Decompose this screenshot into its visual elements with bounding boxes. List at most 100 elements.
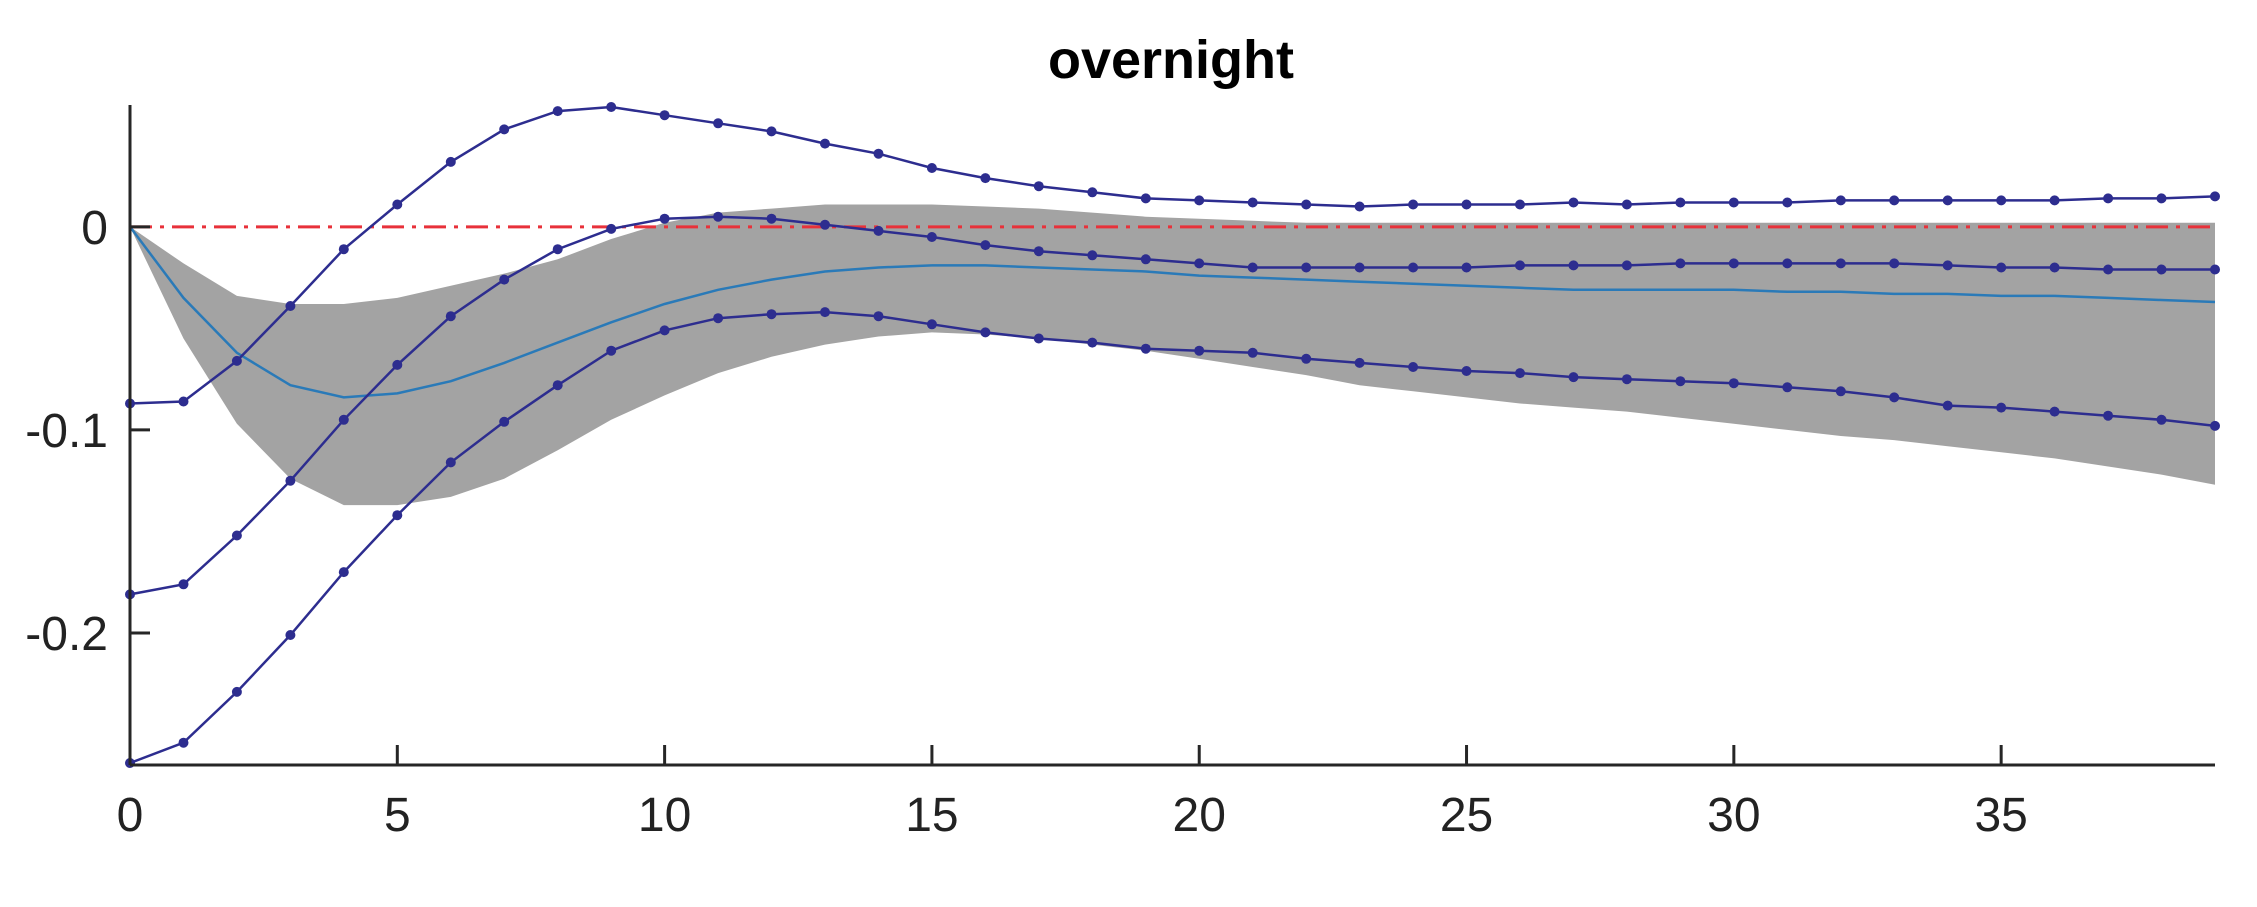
series-2-point xyxy=(1408,262,1419,273)
series-1-point xyxy=(231,355,242,366)
series-3-line xyxy=(129,310,2216,765)
series-2-point xyxy=(285,475,296,486)
y-tick-label: -0.2 xyxy=(25,608,108,661)
series-1-point xyxy=(1782,197,1793,208)
series-1-point xyxy=(1675,197,1686,208)
series-2-point xyxy=(1835,258,1846,269)
series-3-point xyxy=(552,380,563,391)
series-3-point xyxy=(1194,345,1205,356)
y-tick-label: 0 xyxy=(81,202,108,255)
series-1-point xyxy=(2103,193,2114,204)
series-3-point xyxy=(392,510,403,521)
series-3-point xyxy=(2103,410,2114,421)
series-2-point xyxy=(1728,258,1739,269)
series-2-point xyxy=(1140,254,1151,265)
series-1-point xyxy=(2156,193,2167,204)
series-3-point xyxy=(820,307,830,318)
series-1-point xyxy=(1033,181,1044,192)
series-1-point xyxy=(1996,195,2007,206)
series-3-point xyxy=(231,686,242,697)
series-3-point xyxy=(1782,382,1793,393)
series-3-point xyxy=(1568,372,1579,383)
series-1-point xyxy=(2049,195,2060,206)
series-1-point xyxy=(1301,199,1312,210)
series-3-point xyxy=(1942,400,1953,411)
series-2-point xyxy=(552,244,563,255)
series-3-point xyxy=(1728,378,1739,389)
series-3-point xyxy=(1354,357,1365,368)
series-3-point xyxy=(2049,406,2060,417)
y-tick-label: -0.1 xyxy=(25,405,108,458)
series-1-point xyxy=(392,199,403,210)
series-2-point xyxy=(2103,264,2114,275)
series-1-point xyxy=(820,138,830,149)
series-3-point xyxy=(1087,337,1098,348)
series-3-point xyxy=(1675,376,1686,387)
series-1-point xyxy=(445,156,456,167)
series-3-point xyxy=(178,737,189,748)
series-1-point xyxy=(766,126,777,137)
series-3-point xyxy=(606,345,617,356)
series-2-point xyxy=(606,223,617,234)
series-2-line xyxy=(129,215,2215,596)
series-1-point xyxy=(499,124,510,135)
x-tick-label: 5 xyxy=(384,789,411,842)
series-2-point xyxy=(1675,258,1686,269)
series-2-point xyxy=(659,213,670,224)
series-3-point xyxy=(1515,368,1525,379)
series-2-point xyxy=(499,274,510,285)
series-3-point xyxy=(926,319,937,330)
series-2-point xyxy=(1033,246,1044,257)
series-3-point xyxy=(1247,347,1258,358)
series-1-point xyxy=(1889,195,1900,206)
series-1-point xyxy=(178,396,189,407)
series-3-point xyxy=(659,325,670,336)
series-2-point xyxy=(1889,258,1900,269)
series-1-point xyxy=(1621,199,1632,210)
series-2-point xyxy=(178,579,189,590)
series-2-point xyxy=(926,232,937,242)
x-tick-label: 0 xyxy=(117,789,144,842)
x-tick-label: 35 xyxy=(1974,789,2027,842)
series-2-point xyxy=(1996,262,2007,273)
series-1-point xyxy=(1835,195,1846,206)
series-3-point xyxy=(1301,353,1312,364)
series-2-point xyxy=(2156,264,2167,275)
series-3-point xyxy=(1033,333,1044,344)
series-2-point xyxy=(1247,262,1258,273)
series-3-point xyxy=(766,309,777,320)
series-3-point xyxy=(1461,366,1472,376)
series-1-point xyxy=(1461,199,1472,210)
series-2-point xyxy=(1621,260,1632,271)
series-2 xyxy=(125,211,2220,600)
series-2-point xyxy=(1087,250,1098,261)
x-tick-label: 10 xyxy=(638,789,691,842)
series-3-point xyxy=(980,327,991,338)
series-1-point xyxy=(1140,193,1151,204)
series-3-point xyxy=(1835,386,1846,397)
series-1-point xyxy=(1942,195,1953,206)
series-1-point xyxy=(926,163,937,173)
series-1-point xyxy=(338,244,349,255)
chart-title: overnight xyxy=(1048,30,1294,90)
x-tick-label: 15 xyxy=(905,789,958,842)
series-1 xyxy=(125,102,2220,409)
series-2-point xyxy=(231,530,242,541)
series-3-point xyxy=(1140,343,1151,354)
series-3-point xyxy=(445,457,456,468)
confidence-band xyxy=(130,204,2215,506)
series-1-point xyxy=(1354,201,1365,212)
series-1-point xyxy=(1728,197,1739,208)
series-1-point xyxy=(659,110,670,121)
series-1-point xyxy=(285,301,296,311)
series-3-point xyxy=(1408,362,1419,372)
series-2-point xyxy=(1354,262,1365,273)
series-2-point xyxy=(338,414,349,425)
series-2-point xyxy=(1568,260,1579,271)
series-2-point xyxy=(445,311,456,322)
series-1-point xyxy=(606,102,617,112)
series-2-point xyxy=(980,240,991,251)
series-2-point xyxy=(2210,264,2220,275)
series-2-point xyxy=(1782,258,1793,269)
